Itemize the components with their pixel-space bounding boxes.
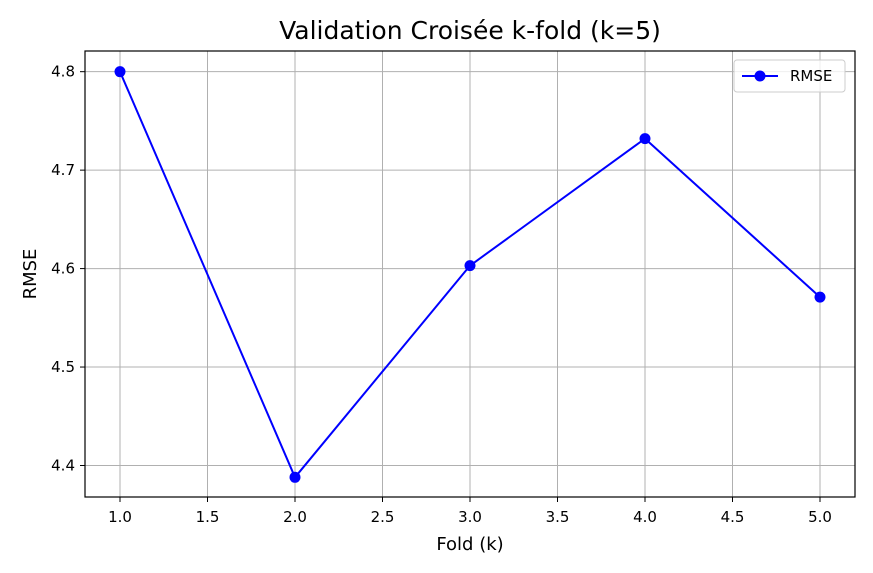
y-tick-label: 4.7 (51, 161, 75, 179)
x-tick-label: 3.0 (458, 508, 482, 526)
data-point (814, 291, 826, 303)
data-point (289, 471, 301, 483)
x-tick-label: 3.5 (546, 508, 570, 526)
chart-title: Validation Croisée k-fold (k=5) (279, 16, 661, 45)
y-axis-label: RMSE (20, 249, 41, 300)
series-layer (114, 66, 826, 483)
legend-label: RMSE (790, 67, 832, 85)
x-axis-label: Fold (k) (436, 534, 503, 555)
x-tick-label: 5.0 (808, 508, 832, 526)
x-tick-label: 4.0 (633, 508, 657, 526)
legend: RMSE (733, 59, 846, 93)
data-point (114, 66, 126, 78)
legend-box (733, 59, 846, 93)
x-tick-label: 1.0 (108, 508, 132, 526)
x-tick-label: 2.0 (283, 508, 307, 526)
y-tick-label: 4.5 (51, 358, 75, 376)
data-point (464, 260, 476, 272)
y-tick-label: 4.6 (51, 260, 75, 278)
x-tick-label: 2.5 (371, 508, 395, 526)
x-tick-label: 4.5 (721, 508, 745, 526)
axis-ticks: 1.0 1.5 2.0 2.5 3.0 3.5 4.0 4.5 5.0 4.4 4.5 4.6 4.7 4… (51, 63, 832, 526)
grid (85, 51, 855, 497)
data-point (639, 133, 651, 145)
x-tick-label: 1.5 (196, 508, 220, 526)
y-tick-label: 4.4 (51, 456, 75, 474)
y-tick-label: 4.8 (51, 63, 75, 81)
legend-marker (754, 70, 766, 82)
